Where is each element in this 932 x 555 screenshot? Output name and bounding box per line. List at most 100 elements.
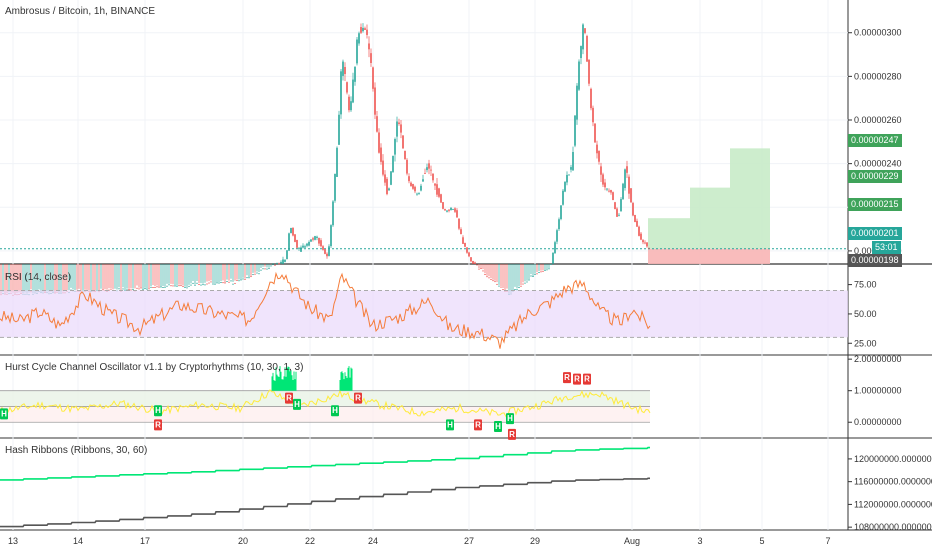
candle-body (436, 184, 438, 195)
candle-body (304, 246, 306, 248)
stop-price-tag: 0.00000198 (848, 254, 902, 267)
candle-body (294, 234, 296, 242)
candle-body (344, 66, 346, 75)
candle-body (568, 174, 570, 176)
candle-body (174, 285, 176, 287)
candle-body (376, 116, 378, 132)
candle-body (478, 268, 480, 270)
candle-body (248, 277, 250, 279)
candle-body (206, 283, 208, 285)
hurst-signal-marker (154, 405, 162, 417)
candle-body (198, 284, 200, 285)
candle-body (488, 277, 490, 279)
hurst-axis-label: 2.00000000 (854, 354, 902, 364)
candle-body (518, 287, 520, 288)
candle-body (102, 289, 104, 291)
candle-body (132, 289, 134, 291)
hurst-signal-label: H (507, 414, 513, 423)
candle-body (550, 264, 552, 265)
candle-body (588, 59, 590, 84)
candle-body (630, 188, 632, 203)
candle-body (202, 284, 204, 286)
candle-body (386, 178, 388, 195)
candle-body (334, 173, 336, 201)
candle-body (284, 259, 286, 262)
candle-body (444, 209, 446, 211)
candle-body (226, 281, 228, 282)
target-price-tag-1: 0.00000247 (848, 134, 902, 147)
candle-body (302, 245, 304, 248)
candle-body (358, 33, 360, 44)
candle-body (234, 282, 236, 284)
hurst-axis-label: 1.00000000 (854, 386, 902, 396)
rsi-axis-label: 25.00 (854, 338, 877, 348)
hurst-signal-marker (354, 392, 362, 404)
candle-body (380, 147, 382, 162)
candle-body (130, 289, 132, 291)
candle-body (570, 167, 572, 170)
candle-body (144, 288, 146, 290)
candle-body (208, 282, 210, 284)
candle-body (596, 144, 598, 154)
candle-body (158, 286, 160, 288)
candle-body (150, 286, 152, 288)
candle-body (388, 188, 390, 191)
candle-body (362, 27, 364, 32)
candle-body (128, 288, 130, 290)
candle-body (186, 287, 188, 289)
hurst-signal-marker (573, 373, 581, 385)
hurst-signal-label: H (495, 422, 501, 431)
x-tick-label: 20 (238, 536, 248, 546)
candle-body (466, 247, 468, 253)
candle-body (260, 269, 262, 271)
candle-body (368, 43, 370, 50)
candle-body (154, 286, 156, 288)
candle-body (640, 233, 642, 240)
price-axis-label: 0.00000240 (854, 159, 902, 169)
candle-body (322, 246, 324, 250)
candle-body (296, 240, 298, 248)
candle-body (628, 176, 630, 194)
candle-body (192, 282, 194, 284)
candle-body (612, 192, 614, 200)
candle-body (220, 282, 222, 283)
candle-body (280, 262, 282, 264)
candle-body (352, 79, 354, 103)
candle-body (258, 273, 260, 275)
candle-body (472, 260, 474, 264)
candle-body (336, 147, 338, 177)
candle-body (244, 278, 246, 280)
candle-body (502, 289, 504, 291)
hash-axis-label: 120000000.00000000 (854, 454, 932, 464)
candle-body (270, 265, 272, 267)
hurst-pane-title: Hurst Cycle Channel Oscillator v1.1 by C… (5, 362, 304, 373)
hurst-signal-marker (583, 373, 591, 385)
candle-body (268, 268, 270, 270)
candle-body (228, 281, 230, 283)
candle-body (156, 286, 158, 288)
bar-countdown-tag: 53:01 (872, 241, 901, 254)
hurst-signal-marker (494, 420, 502, 432)
candle-body (428, 163, 430, 169)
candle-body (578, 61, 580, 90)
candle-body (442, 202, 444, 209)
candle-body (350, 101, 352, 111)
candle-body (148, 288, 150, 290)
candle-body (416, 193, 418, 195)
candle-body (560, 205, 562, 220)
candle-body (402, 135, 404, 149)
candle-body (252, 274, 254, 276)
candle-body (498, 285, 500, 287)
candle-body (586, 36, 588, 62)
candle-body (378, 132, 380, 153)
candle-body (434, 183, 436, 186)
take-profit-zone-2 (690, 187, 730, 249)
candle-body (172, 285, 174, 287)
candle-body (238, 280, 240, 282)
candle-body (374, 87, 376, 115)
candle-body (382, 160, 384, 175)
candle-body (138, 288, 140, 290)
candle-body (212, 283, 214, 285)
candle-body (632, 203, 634, 216)
